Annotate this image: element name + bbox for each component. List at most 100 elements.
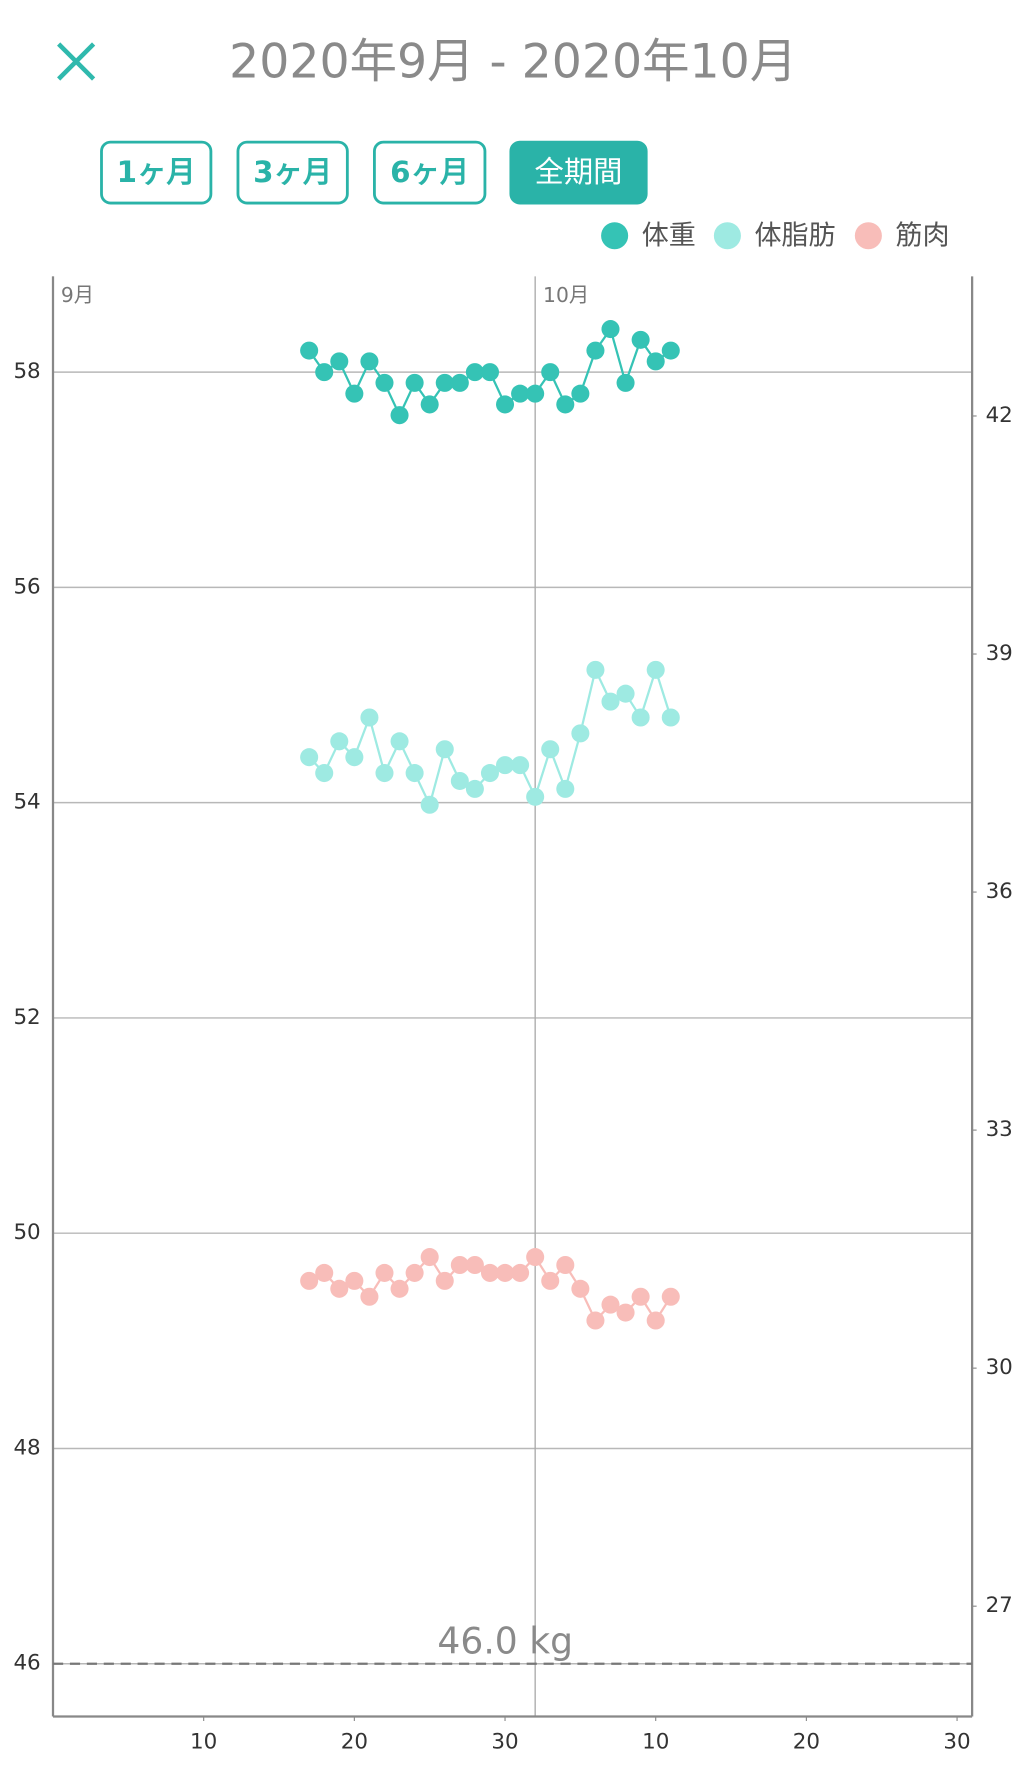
data-point <box>450 1255 469 1275</box>
data-point <box>646 352 665 371</box>
button-label: 全期間 <box>535 155 623 189</box>
data-point <box>601 1295 620 1314</box>
range-button[interactable]: 1ヶ月 <box>100 140 213 205</box>
data-point <box>465 363 484 382</box>
data-point <box>556 779 575 798</box>
y2-tick-label: 33 <box>986 1117 1013 1142</box>
data-point <box>631 708 650 727</box>
legend-marker <box>713 222 741 250</box>
data-point <box>390 406 409 425</box>
data-point <box>450 373 469 392</box>
close-button[interactable] <box>57 42 96 81</box>
y-tick-label: 48 <box>13 1435 40 1460</box>
data-point <box>300 1271 319 1290</box>
data-point <box>345 384 364 403</box>
data-point <box>420 395 439 414</box>
legend-marker <box>601 222 629 250</box>
legend-label: 体重 <box>642 220 696 251</box>
x-tick-label: 30 <box>943 1729 970 1754</box>
y-tick-label: 58 <box>13 359 40 384</box>
data-point <box>571 1279 590 1298</box>
data-point <box>480 764 499 783</box>
data-point <box>541 740 560 759</box>
data-point <box>480 1263 499 1282</box>
data-point <box>375 373 394 392</box>
header-title: 2020年9月 - 2020年10月 <box>229 34 797 89</box>
data-point <box>465 1255 484 1275</box>
data-point <box>646 660 665 679</box>
data-point <box>631 330 650 349</box>
data-point <box>435 1271 454 1290</box>
data-point <box>631 1287 650 1306</box>
data-point <box>556 1255 575 1275</box>
data-point <box>571 384 590 403</box>
data-point <box>541 363 560 382</box>
x-tick-label: 20 <box>793 1729 820 1754</box>
data-point <box>375 1263 394 1282</box>
button-box <box>100 140 213 205</box>
data-point <box>420 1248 439 1267</box>
data-point <box>661 1287 680 1306</box>
button-label: 3ヶ月 <box>253 155 332 189</box>
data-point <box>435 373 454 392</box>
data-point <box>345 1271 364 1290</box>
button-label: 6ヶ月 <box>390 155 469 189</box>
data-point <box>300 341 319 360</box>
x-tick-label: 20 <box>341 1729 368 1754</box>
data-point <box>345 748 364 767</box>
x-tick-label: 30 <box>491 1729 518 1754</box>
data-point <box>330 1279 349 1298</box>
legend: 体重 体脂肪 筋肉 <box>601 220 950 251</box>
y-tick-label: 52 <box>13 1005 40 1030</box>
data-point <box>315 764 334 783</box>
x-tick-label: 10 <box>190 1729 217 1754</box>
data-point <box>526 787 545 806</box>
range-buttons: 1ヶ月 3ヶ月 6ヶ月 全期間 <box>100 140 648 205</box>
data-point <box>435 740 454 759</box>
data-point <box>360 708 379 727</box>
data-point <box>661 341 680 360</box>
button-box <box>373 140 487 205</box>
data-point <box>601 320 620 339</box>
x-tick-label: 10 <box>642 1729 669 1754</box>
data-point <box>360 352 379 371</box>
y2-tick-label: 36 <box>986 879 1013 904</box>
data-point <box>646 1311 665 1330</box>
data-point <box>420 795 439 814</box>
y2-tick-label: 42 <box>986 403 1013 428</box>
data-point <box>661 708 680 727</box>
plot: 46 48 50 52 54 56 58 27 30 33 36 39 42 10 20 30 10 20 30 9月… <box>13 276 1013 1754</box>
month-label: 10月 <box>543 283 589 307</box>
series-line <box>308 666 672 809</box>
y-tick-label: 56 <box>13 574 40 599</box>
data-point <box>480 363 499 382</box>
data-point <box>571 724 590 743</box>
data-point <box>330 732 349 751</box>
data-point <box>511 1263 530 1282</box>
close-icon <box>57 42 96 81</box>
range-button[interactable]: 6ヶ月 <box>373 140 487 205</box>
data-point <box>405 764 424 783</box>
data-point <box>526 1248 545 1267</box>
data-point <box>586 660 605 679</box>
data-point <box>541 1271 560 1290</box>
data-point <box>601 692 620 711</box>
data-point <box>360 1287 379 1306</box>
range-button[interactable]: 全期間 <box>509 140 648 205</box>
legend-marker <box>854 222 882 250</box>
data-point <box>315 363 334 382</box>
button-box <box>509 140 648 205</box>
data-point <box>315 1263 334 1282</box>
data-point <box>616 1303 635 1322</box>
data-point <box>390 1279 409 1298</box>
reference-label: 46.0 kg <box>437 1620 573 1662</box>
data-point <box>616 684 635 703</box>
data-point <box>511 384 530 403</box>
data-point <box>375 764 394 783</box>
data-point <box>405 1263 424 1282</box>
range-button[interactable]: 3ヶ月 <box>236 140 349 205</box>
y-tick-label: 46 <box>13 1651 40 1676</box>
data-point <box>616 373 635 392</box>
